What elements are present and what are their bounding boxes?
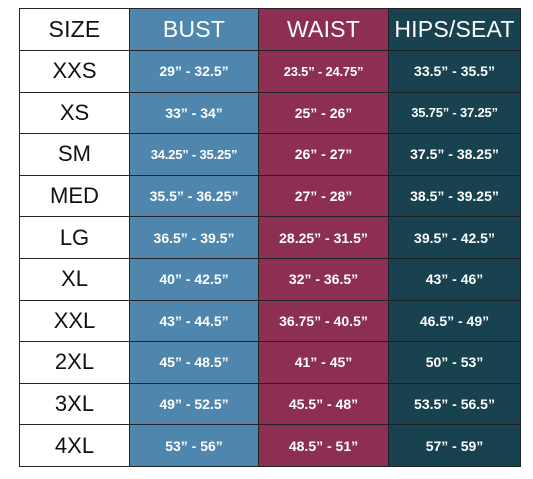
table-row: XXS 29” - 32.5” 23.5” - 24.75” 33.5” - 3…	[19, 50, 521, 93]
hips-value: 33.5” - 35.5”	[388, 50, 521, 93]
waist-value: 23.5” - 24.75”	[258, 50, 389, 93]
table-row: MED 35.5” - 36.25” 27” - 28” 38.5” - 39.…	[19, 174, 521, 218]
table-row: 2XL 45” - 48.5” 41” - 45” 50” - 53”	[19, 341, 521, 384]
table-row: 4XL 53” - 56” 48.5” - 51” 57” - 59”	[19, 424, 521, 467]
table-row: XXL 43” - 44.5” 36.75” - 40.5” 46.5” - 4…	[19, 299, 521, 343]
waist-value: 28.25” - 31.5”	[258, 216, 389, 259]
waist-value: 26” - 27”	[258, 133, 389, 176]
size-label: XXS	[19, 50, 130, 93]
waist-value: 36.75” - 40.5”	[258, 299, 389, 343]
waist-value: 27” - 28”	[258, 174, 389, 218]
bust-value: 29” - 32.5”	[129, 50, 259, 93]
size-label: 3XL	[19, 382, 130, 426]
bust-value: 43” - 44.5”	[129, 299, 259, 343]
size-label: MED	[19, 174, 130, 218]
hips-value: 35.75” - 37.25”	[388, 91, 521, 135]
waist-value: 32” - 36.5”	[258, 257, 389, 301]
hips-value: 39.5” - 42.5”	[388, 216, 521, 259]
bust-value: 36.5” - 39.5”	[129, 216, 259, 259]
size-label: XS	[19, 91, 130, 135]
bust-value: 45” - 48.5”	[129, 341, 259, 384]
header-row: SIZE BUST WAIST HIPS/SEAT	[19, 8, 521, 51]
hips-value: 43” - 46”	[388, 257, 521, 301]
waist-value: 25” - 26”	[258, 91, 389, 135]
size-label: LG	[19, 216, 130, 259]
hips-value: 38.5” - 39.25”	[388, 174, 521, 218]
table-row: XL 40” - 42.5” 32” - 36.5” 43” - 46”	[19, 257, 521, 301]
table-row: XS 33” - 34” 25” - 26” 35.75” - 37.25”	[19, 91, 521, 135]
bust-value: 40” - 42.5”	[129, 257, 259, 301]
waist-value: 45.5” - 48”	[258, 382, 389, 426]
hips-value: 57” - 59”	[388, 424, 521, 467]
size-chart-table: SIZE BUST WAIST HIPS/SEAT XXS 29” - 32.5…	[19, 8, 521, 467]
table-row: SM 34.25” - 35.25” 26” - 27” 37.5” - 38.…	[19, 133, 521, 176]
hips-value: 46.5” - 49”	[388, 299, 521, 343]
hips-value: 37.5” - 38.25”	[388, 133, 521, 176]
hips-value: 50” - 53”	[388, 341, 521, 384]
header-bust: BUST	[129, 8, 259, 51]
bust-value: 53” - 56”	[129, 424, 259, 467]
waist-value: 41” - 45”	[258, 341, 389, 384]
size-label: 2XL	[19, 341, 130, 384]
header-hips-seat: HIPS/SEAT	[388, 8, 521, 51]
header-size: SIZE	[19, 8, 130, 51]
hips-value: 53.5” - 56.5”	[388, 382, 521, 426]
size-label: 4XL	[19, 424, 130, 467]
header-waist: WAIST	[258, 8, 389, 51]
table-row: LG 36.5” - 39.5” 28.25” - 31.5” 39.5” - …	[19, 216, 521, 259]
table-row: 3XL 49” - 52.5” 45.5” - 48” 53.5” - 56.5…	[19, 382, 521, 426]
bust-value: 49” - 52.5”	[129, 382, 259, 426]
bust-value: 33” - 34”	[129, 91, 259, 135]
waist-value: 48.5” - 51”	[258, 424, 389, 467]
bust-value: 35.5” - 36.25”	[129, 174, 259, 218]
size-label: XXL	[19, 299, 130, 343]
bust-value: 34.25” - 35.25”	[129, 133, 259, 176]
size-label: SM	[19, 133, 130, 176]
size-label: XL	[19, 257, 130, 301]
